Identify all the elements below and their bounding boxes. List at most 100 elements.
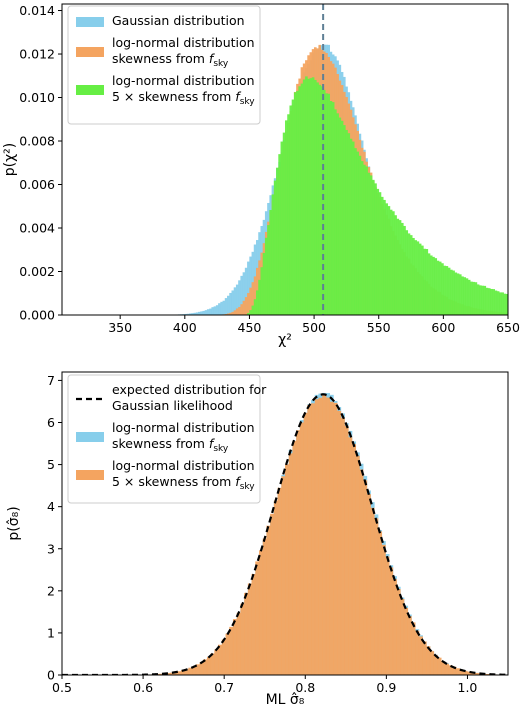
histogram-bar [403,607,409,675]
histogram-bar [273,180,277,315]
legend-handle-patch [76,470,104,480]
histogram-bar [247,293,250,315]
histogram-bar [262,538,267,675]
y-tick-label: 0.012 [19,47,55,62]
histogram-bar [505,293,508,315]
histogram-bar [229,312,232,315]
x-tick-label: 450 [238,320,262,335]
histogram-bar [429,255,433,315]
legend-label: log-normal distribution [112,458,255,473]
histogram-bar [247,583,252,675]
histogram-bar [318,397,323,675]
histogram-bar [354,148,357,315]
histogram-bar [429,651,435,675]
histogram-bar [220,301,223,315]
histogram-bar [329,401,334,675]
histogram-bar [366,494,371,675]
x-axis-label: χ² [278,332,292,348]
histogram-bar [427,253,431,315]
histogram-bar [485,287,489,315]
histogram-bar [400,598,405,675]
histogram-bar [251,573,256,675]
x-tick-label: 600 [431,320,455,335]
y-tick-label: 0.004 [19,221,55,236]
histogram-bar [387,206,391,315]
histogram-bar [333,402,338,675]
histogram-bar [244,592,249,675]
histogram-bar [214,649,219,675]
histogram-bar [184,313,188,315]
histogram-bar [258,550,264,675]
histogram-bar [348,437,353,675]
histogram-bar [414,240,417,315]
histogram-bar [229,626,234,675]
histogram-bar [251,305,255,315]
histogram-bar [232,619,238,675]
y-tick-label: 0 [47,668,55,683]
histogram-bar [398,220,402,315]
histogram-bar [385,556,390,675]
histogram-bar [423,248,426,315]
histogram-bar [251,282,255,315]
histogram-bar [377,531,383,675]
histogram-bar [392,211,395,315]
histogram-bar [285,120,288,315]
histogram-bar [415,630,420,675]
histogram-bar [336,113,339,315]
histogram-bar [467,279,471,315]
histogram-bar [244,267,248,315]
histogram-bar [300,83,304,315]
y-tick-label: 0.010 [19,90,55,105]
histogram-bar [456,273,460,315]
legend-label: log-normal distribution [112,73,255,88]
histogram-bar [278,154,281,315]
histogram-bar [461,276,464,315]
histogram-bar [407,616,412,675]
histogram-bar [463,670,468,675]
legend-label: log-normal distribution [112,420,255,435]
histogram-bar [371,179,375,315]
histogram-bar [438,261,442,315]
histogram-bar [320,86,324,315]
histogram-bar [358,155,362,315]
histogram-bar [231,290,235,315]
histogram-bar [204,310,208,315]
histogram-bar [355,455,360,675]
legend-label: skewness from fsky [112,436,229,454]
histogram-bar [396,589,401,675]
histogram-bar [238,280,241,315]
histogram-bar [342,125,346,315]
legend-handle-patch [76,432,104,442]
histogram-bar [314,399,319,675]
y-tick-label: 4 [47,499,55,514]
histogram-bar [483,285,487,315]
histogram-bar [365,166,368,315]
histogram-bar [396,218,400,315]
histogram-bar [400,222,404,315]
y-tick-label: 0.014 [19,3,55,18]
y-tick-label: 7 [47,373,55,388]
histogram-bar [472,281,475,315]
x-tick-label: 500 [302,320,326,335]
histogram-bar [389,567,394,675]
histogram-bar [465,278,469,315]
histogram-bar [262,252,266,315]
histogram-bar [370,507,375,675]
legend-handle-patch [76,85,104,95]
legend-label: log-normal distribution [112,35,255,50]
histogram-bar [345,129,348,315]
histogram-bar [218,644,223,675]
histogram-bar [211,307,215,315]
histogram-bar [338,117,342,315]
y-tick-label: 2 [47,583,55,598]
histogram-bar [229,292,232,315]
histogram-bar [459,669,464,675]
histogram-bar [292,440,297,675]
x-tick-label: 0.9 [376,680,396,695]
histogram-bar [337,410,342,675]
histogram-bar [186,313,190,315]
histogram-bar [249,287,252,315]
histogram-bar [206,309,210,315]
x-tick-label: 550 [367,320,391,335]
